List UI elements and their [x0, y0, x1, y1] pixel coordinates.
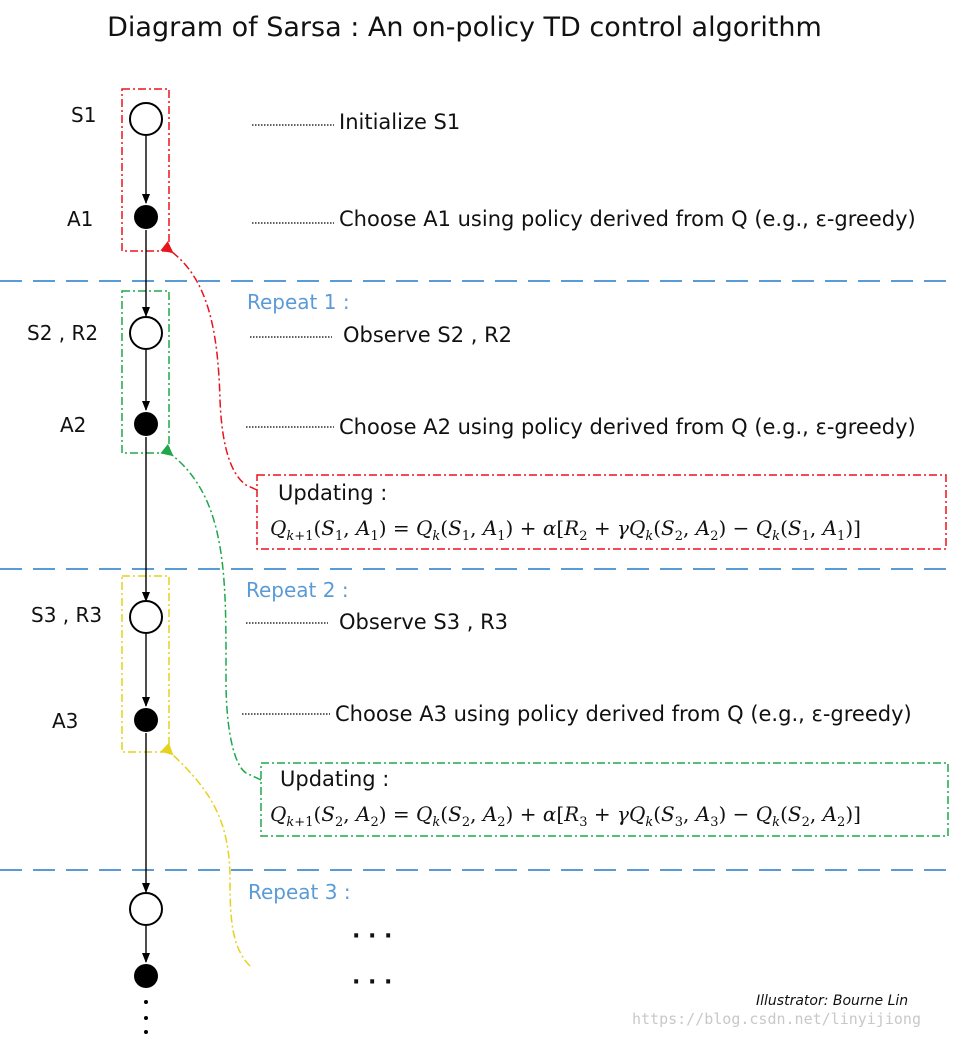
action-node-a2	[134, 412, 158, 436]
step-choose-a1: Choose A1 using policy derived from Q (e…	[339, 207, 916, 231]
state-node-s2	[129, 316, 163, 350]
update-formula-1: Qk+1(S1, A1) = Qk(S1, A1) + α[R2 + γQk(S…	[270, 516, 861, 544]
green-feedback-arrow	[160, 444, 262, 781]
update-title-1: Updating :	[278, 481, 388, 505]
ellipsis-row-1: · · ·	[352, 924, 393, 949]
diagram-title: Diagram of Sarsa : An on-policy TD contr…	[107, 12, 822, 43]
watermark: https://blog.csdn.net/linyijiong	[632, 1010, 921, 1028]
state-node-s4	[129, 892, 163, 926]
step-observe-s3: Observe S3 , R3	[339, 610, 509, 634]
red-feedback-arrow	[160, 241, 258, 491]
update-formula-2: Qk+1(S2, A2) = Qk(S2, A2) + α[R3 + γQk(S…	[270, 802, 861, 830]
yellow-feedback-arrow	[160, 742, 251, 967]
continuation-dot	[144, 1030, 148, 1034]
ellipsis-row-2: · · ·	[352, 970, 393, 995]
node-label-s3: S3 , R3	[31, 603, 103, 627]
continuation-dot	[144, 1016, 148, 1020]
node-label-s1: S1	[71, 103, 97, 127]
red-group-box	[121, 88, 170, 252]
step-observe-s2: Observe S2 , R2	[343, 323, 513, 347]
node-label-s2: S2 , R2	[27, 321, 99, 345]
update-box-2	[260, 762, 949, 837]
node-label-a2: A2	[60, 413, 87, 437]
node-label-a3: A3	[52, 709, 79, 733]
step-choose-a2: Choose A2 using policy derived from Q (e…	[339, 415, 916, 439]
state-node-s1	[129, 102, 163, 136]
update-title-2: Updating :	[280, 767, 390, 791]
update-box-1	[256, 474, 947, 550]
repeat-label-2: Repeat 2 :	[246, 578, 349, 602]
continuation-dot	[144, 1000, 148, 1004]
step-initialize-s1: Initialize S1	[339, 110, 461, 134]
repeat-label-3: Repeat 3 :	[248, 880, 351, 904]
action-node-a4	[134, 964, 158, 988]
action-node-a1	[134, 205, 158, 229]
repeat-label-1: Repeat 1 :	[247, 290, 350, 314]
state-node-s3	[129, 600, 163, 634]
illustrator-credit: Illustrator: Bourne Lin	[756, 993, 909, 1009]
action-node-a3	[134, 708, 158, 732]
node-label-a1: A1	[67, 207, 94, 231]
step-choose-a3: Choose A3 using policy derived from Q (e…	[335, 702, 912, 726]
